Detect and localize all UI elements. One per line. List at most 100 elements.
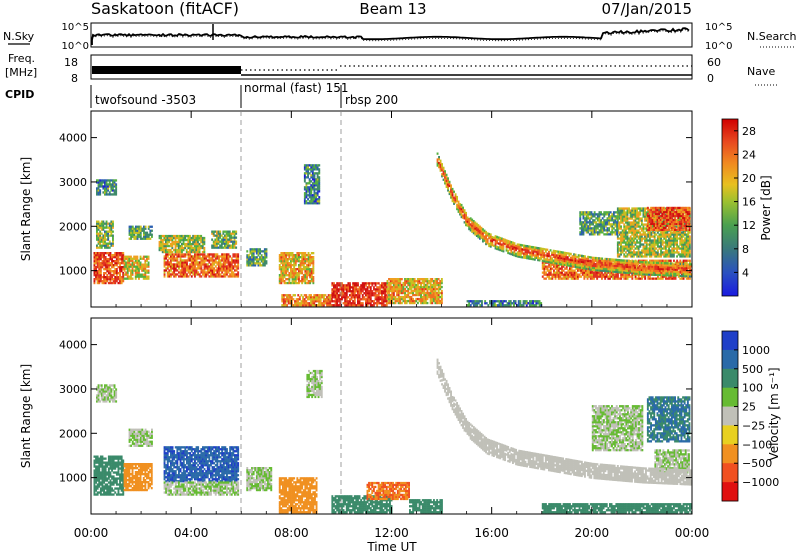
power-cell <box>128 267 131 270</box>
power-cell <box>151 229 153 232</box>
power-cell <box>662 214 665 218</box>
power-cell <box>299 260 302 263</box>
power-cell <box>227 263 230 266</box>
power-cell <box>296 281 299 285</box>
power-cell <box>636 233 638 236</box>
power-cell <box>318 304 320 307</box>
power-cell <box>219 234 222 237</box>
power-cell <box>286 281 289 285</box>
power-cell <box>131 227 134 230</box>
power-cell <box>192 250 195 254</box>
station-title: Saskatoon (fitACF) <box>91 0 239 18</box>
power-cell <box>629 245 632 248</box>
power-cell <box>396 289 398 293</box>
power-cell <box>543 273 546 276</box>
power-cell <box>282 280 284 283</box>
power-cell <box>306 304 309 307</box>
power-cell <box>628 227 630 230</box>
power-cell <box>112 256 115 259</box>
power-cell <box>114 278 117 281</box>
power-cell <box>190 246 193 250</box>
power-cell <box>677 209 680 212</box>
power-cell <box>109 276 112 279</box>
power-cell <box>312 272 315 275</box>
power-cell <box>122 274 125 277</box>
power-cell <box>184 236 187 240</box>
power-cell <box>437 287 440 291</box>
power-cell <box>437 299 440 303</box>
power-cell <box>629 263 632 266</box>
power-cell <box>658 218 660 222</box>
power-cell <box>644 233 646 236</box>
power-cell <box>120 260 123 263</box>
power-cell <box>315 178 317 181</box>
power-cell <box>182 263 185 266</box>
power-cell <box>525 300 528 303</box>
power-cell <box>135 235 137 238</box>
power-cell <box>660 249 662 252</box>
power-cell <box>294 302 296 305</box>
power-cell <box>102 236 105 239</box>
power-cell <box>632 241 635 244</box>
power-cell <box>432 285 435 289</box>
power-cell <box>648 235 651 238</box>
power-cell <box>554 275 557 278</box>
power-cell <box>620 237 622 240</box>
power-cell <box>687 245 690 248</box>
power-cell <box>639 253 642 256</box>
power-cell <box>648 245 651 248</box>
power-cell <box>294 270 297 273</box>
power-cell <box>221 269 224 272</box>
power-cell <box>671 253 674 256</box>
power-cell <box>386 301 389 305</box>
power-cell <box>228 244 231 247</box>
power-cell <box>625 275 627 278</box>
power-cell <box>629 229 632 232</box>
power-cell <box>647 231 650 234</box>
power-cell <box>650 255 653 258</box>
power-cell <box>192 269 195 272</box>
power-cell <box>161 234 164 238</box>
power-cell <box>208 257 211 260</box>
power-cell <box>628 231 630 234</box>
power-cell <box>602 275 605 278</box>
power-cell <box>365 284 367 287</box>
power-cell <box>374 298 377 301</box>
power-cell <box>626 239 629 242</box>
power-cell <box>439 281 442 285</box>
power-cell <box>227 259 230 262</box>
power-cell <box>685 245 688 248</box>
power-cell <box>628 211 630 214</box>
power-cell <box>404 287 406 291</box>
power-cell <box>650 212 652 216</box>
cpid-label: CPID <box>5 88 34 101</box>
power-cell <box>283 254 286 257</box>
power-cell <box>138 235 141 238</box>
power-cell <box>541 261 544 264</box>
power-cell <box>437 293 440 297</box>
power-cell <box>440 301 443 305</box>
power-cell <box>96 276 99 279</box>
power-cell <box>307 198 309 201</box>
power-cell <box>682 265 685 268</box>
power-cell <box>278 260 281 263</box>
power-cell <box>358 294 361 297</box>
power-cell <box>192 257 195 260</box>
power-cell <box>664 247 667 250</box>
power-cell <box>286 274 289 277</box>
power-cell <box>648 208 651 212</box>
power-cell <box>298 264 300 267</box>
power-cell <box>431 285 434 289</box>
power-cell <box>388 297 390 301</box>
power-cell <box>110 224 113 227</box>
power-cell <box>294 280 297 283</box>
power-cell <box>189 238 191 242</box>
power-cell <box>308 302 311 305</box>
power-cell <box>237 261 240 264</box>
power-cell <box>211 273 214 276</box>
power-cell <box>637 273 640 276</box>
power-cell <box>353 288 356 291</box>
power-cell <box>394 283 397 287</box>
power-cell <box>114 281 117 285</box>
power-cell <box>589 275 592 278</box>
